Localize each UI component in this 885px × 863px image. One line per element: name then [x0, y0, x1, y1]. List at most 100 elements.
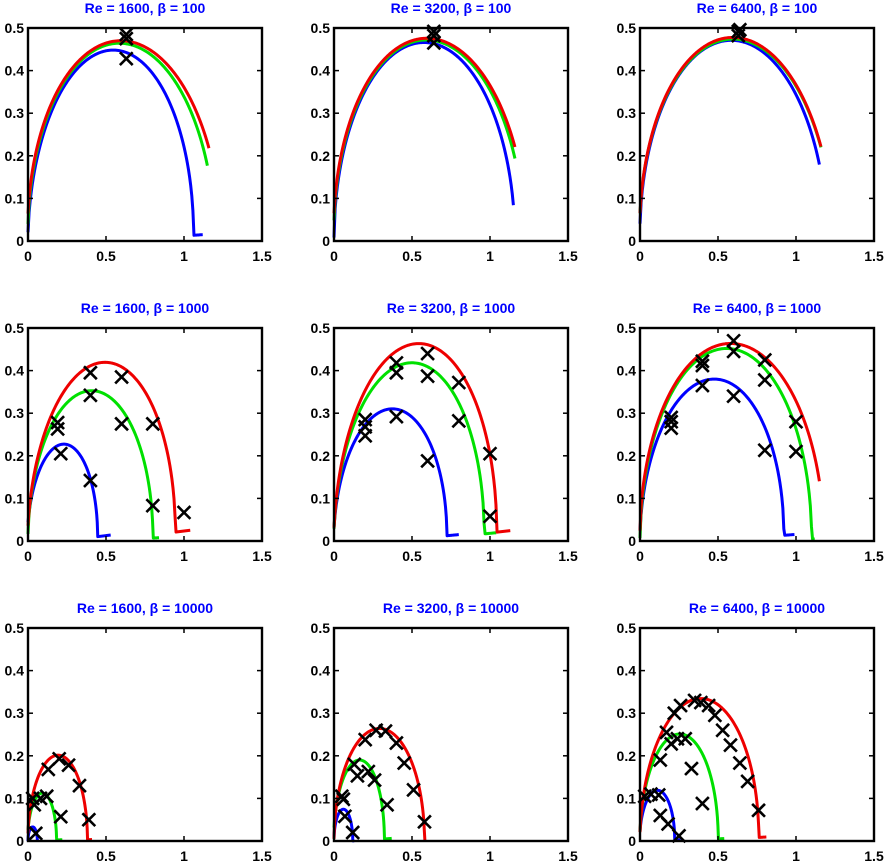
- y-tick-label: 0.4: [311, 363, 331, 379]
- marker-stroke: [677, 731, 693, 747]
- data-marker: [677, 731, 693, 747]
- x-tick-label: 0: [24, 548, 32, 564]
- marker-stroke: [53, 809, 69, 825]
- x-tick-label: 1.5: [864, 248, 884, 264]
- data-marker: [757, 352, 773, 368]
- x-tick-label: 0.5: [402, 848, 422, 863]
- green-curve: [26, 389, 160, 540]
- marker-stroke: [51, 751, 67, 767]
- subplot-8: 0 0.5 1 1.5 0 0.1 0.2 0.3 0.4 0.5 Re = 3200, β = 1…: [311, 600, 578, 863]
- marker-stroke: [673, 698, 688, 713]
- marker-stroke: [367, 772, 382, 788]
- marker-stroke: [740, 774, 755, 789]
- data-marker: [663, 420, 679, 436]
- y-tick-label: 0.5: [617, 320, 637, 336]
- marker-stroke: [420, 368, 435, 384]
- marker-stroke: [482, 508, 498, 524]
- y-tick-label: 0.1: [617, 490, 637, 506]
- data-marker: [345, 825, 361, 840]
- marker-stroke: [732, 22, 748, 38]
- y-tick-label: 0.3: [5, 405, 25, 421]
- marker-stroke: [451, 413, 467, 429]
- marker-stroke: [652, 752, 668, 768]
- x-tick-label: 1.5: [252, 848, 272, 863]
- blue-curve: [638, 788, 682, 842]
- x-tick-label: 1: [180, 248, 188, 264]
- data-marker: [118, 51, 134, 67]
- data-marker: [482, 508, 498, 524]
- marker-stroke: [379, 797, 395, 813]
- axes-frame: [638, 326, 876, 543]
- marker-stroke: [346, 756, 362, 772]
- subplot-title: Re = 3200, β = 100: [391, 0, 512, 16]
- x-tick-label: 0.5: [708, 548, 728, 564]
- blue-curve: [332, 41, 515, 238]
- y-tick-label: 0: [628, 533, 636, 549]
- data-marker: [145, 416, 161, 432]
- subplot-1: 0 0.5 1 1.5 0 0.1 0.2 0.3 0.4 0.5 Re = 1600, β = 1…: [5, 0, 272, 264]
- x-tick-label: 1.5: [864, 848, 884, 863]
- data-marker: [732, 22, 748, 38]
- x-tick-label: 0: [330, 848, 338, 863]
- x-tick-label: 0: [636, 548, 644, 564]
- y-tick-label: 0.1: [5, 490, 25, 506]
- data-marker: [357, 732, 373, 747]
- x-tick-label: 1.5: [558, 248, 578, 264]
- data-marker: [406, 782, 421, 798]
- x-tick-label: 0: [24, 848, 32, 863]
- data-marker: [53, 446, 69, 462]
- y-tick-label: 0: [628, 833, 636, 849]
- x-tick-label: 0: [330, 548, 338, 564]
- marker-stroke: [695, 378, 710, 393]
- y-tick-label: 0.1: [311, 490, 331, 506]
- x-tick-label: 0: [330, 248, 338, 264]
- subplot-title: Re = 6400, β = 100: [697, 0, 818, 16]
- marker-stroke: [61, 757, 76, 773]
- y-tick-label: 0.5: [311, 20, 331, 36]
- data-marker: [757, 442, 773, 458]
- data-marker: [652, 752, 668, 768]
- marker-stroke: [145, 498, 161, 513]
- subplot-title: Re = 3200, β = 10000: [383, 600, 519, 616]
- marker-stroke: [726, 333, 741, 349]
- red-curve: [332, 36, 517, 214]
- data-marker: [336, 791, 351, 807]
- y-tick-label: 0.1: [617, 790, 637, 806]
- marker-stroke: [420, 453, 435, 469]
- marker-stroke: [652, 808, 668, 823]
- marker-stroke: [788, 444, 804, 459]
- y-tick-label: 0.2: [5, 748, 25, 764]
- data-marker: [367, 772, 382, 788]
- subplot-4: 0 0.5 1 1.5 0 0.1 0.2 0.3 0.4 0.5 Re = 1600, β = 1…: [5, 300, 272, 564]
- data-marker: [715, 722, 731, 738]
- x-tick-label: 1.5: [558, 848, 578, 863]
- x-tick-label: 0.5: [708, 248, 728, 264]
- y-tick-label: 0.2: [5, 448, 25, 464]
- data-marker: [723, 737, 738, 753]
- marker-stroke: [684, 761, 699, 776]
- y-tick-label: 0.2: [311, 748, 331, 764]
- marker-stroke: [420, 346, 435, 361]
- y-tick-label: 0.5: [311, 320, 331, 336]
- marker-stroke: [83, 365, 98, 381]
- data-marker: [83, 365, 98, 381]
- data-marker: [695, 378, 710, 393]
- y-tick-label: 0.3: [5, 105, 25, 121]
- data-marker: [417, 814, 432, 830]
- data-marker: [389, 735, 404, 751]
- marker-stroke: [757, 442, 773, 458]
- y-tick-label: 0.2: [5, 148, 25, 164]
- y-tick-label: 0: [322, 833, 330, 849]
- x-tick-label: 1: [792, 548, 800, 564]
- marker-stroke: [114, 369, 129, 385]
- x-tick-label: 1: [486, 548, 494, 564]
- data-marker: [39, 788, 55, 804]
- green-curve: [638, 732, 726, 841]
- subplot-title: Re = 1600, β = 1000: [81, 300, 210, 316]
- axes-frame: [332, 26, 570, 243]
- x-tick-label: 0.5: [96, 548, 116, 564]
- data-marker: [83, 473, 98, 488]
- data-marker: [660, 816, 676, 832]
- y-tick-label: 0.4: [617, 363, 637, 379]
- marker-stroke: [389, 735, 404, 751]
